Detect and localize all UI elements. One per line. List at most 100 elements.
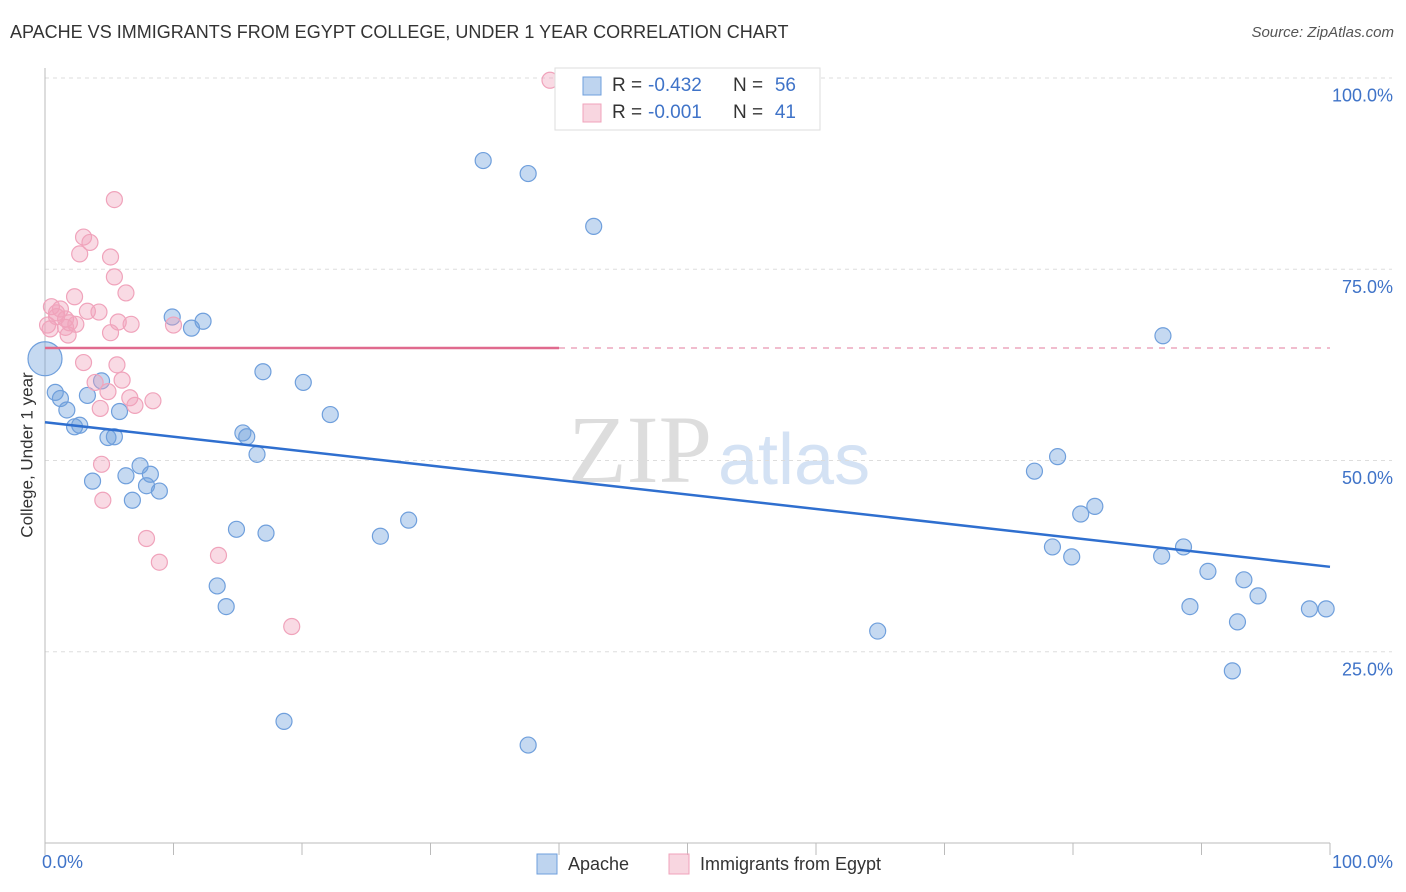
point — [137, 477, 156, 495]
stat-label: R = — [612, 102, 642, 123]
y-tick-label: 50.0% — [1342, 468, 1393, 488]
stat-label: N = — [733, 75, 763, 96]
point — [164, 316, 183, 334]
point — [150, 482, 168, 500]
point — [74, 353, 93, 372]
point — [1048, 448, 1067, 466]
point — [108, 356, 126, 374]
point — [1235, 571, 1253, 589]
point — [113, 371, 131, 389]
point — [283, 617, 301, 636]
point — [1300, 600, 1319, 618]
stat-label: N = — [733, 102, 763, 123]
point — [65, 288, 84, 306]
point — [275, 712, 293, 730]
point — [83, 472, 102, 490]
point — [321, 405, 339, 424]
point — [869, 622, 887, 640]
point — [58, 401, 76, 419]
r-value: -0.432 — [648, 75, 702, 96]
point — [81, 233, 99, 252]
point — [1153, 547, 1171, 565]
point — [519, 736, 537, 754]
point — [27, 341, 63, 377]
point — [1199, 562, 1217, 581]
chart-title: APACHE VS IMMIGRANTS FROM EGYPT COLLEGE,… — [10, 22, 788, 42]
point — [209, 546, 228, 564]
point — [99, 383, 117, 401]
stats-legend — [554, 67, 821, 131]
point — [92, 455, 111, 473]
y-tick-label: 75.0% — [1342, 277, 1393, 297]
point — [194, 312, 212, 330]
point — [105, 190, 123, 209]
point — [1317, 600, 1335, 618]
legend-label: Immigrants from Egypt — [700, 854, 881, 874]
watermark: ZIP — [568, 396, 712, 503]
point — [92, 372, 111, 390]
point — [1181, 597, 1199, 616]
point — [105, 268, 123, 286]
point — [150, 553, 168, 571]
point — [227, 520, 246, 538]
point — [1249, 587, 1267, 605]
point — [137, 529, 156, 548]
point — [71, 245, 89, 263]
y-axis-label: College, Under 1 year — [17, 372, 36, 538]
n-value: 56 — [775, 75, 796, 96]
point — [126, 396, 144, 414]
point — [117, 467, 135, 485]
x-tick-label: 100.0% — [1332, 852, 1393, 872]
legend-swatch — [536, 853, 558, 875]
y-tick-label: 25.0% — [1342, 659, 1393, 679]
point — [1086, 497, 1104, 515]
point — [400, 511, 418, 529]
x-tick-label: 0.0% — [42, 852, 83, 872]
point — [248, 445, 266, 463]
point — [86, 373, 104, 392]
legend-swatch — [582, 103, 602, 123]
legend-swatch — [582, 76, 602, 96]
point — [519, 164, 537, 183]
point — [78, 386, 97, 405]
point — [208, 577, 226, 595]
point — [101, 248, 120, 266]
point — [144, 392, 162, 410]
point — [294, 373, 312, 392]
point — [56, 318, 75, 336]
point — [1174, 538, 1193, 556]
y-tick-label: 100.0% — [1332, 86, 1393, 106]
point — [110, 402, 129, 421]
point — [257, 524, 275, 542]
point — [123, 491, 141, 509]
point — [238, 428, 256, 446]
point — [94, 491, 112, 509]
point — [1063, 548, 1081, 566]
n-value: 41 — [775, 102, 796, 123]
legend-label: Apache — [568, 854, 629, 874]
point — [1223, 662, 1241, 680]
r-value: -0.001 — [648, 102, 702, 123]
point — [585, 217, 603, 235]
point — [217, 597, 235, 616]
point — [1228, 613, 1247, 631]
trend-line — [44, 420, 1331, 569]
point — [117, 284, 135, 302]
point — [371, 527, 389, 545]
point — [1154, 327, 1172, 345]
point — [91, 399, 109, 418]
stat-label: R = — [612, 75, 642, 96]
point — [254, 363, 272, 381]
point — [122, 315, 140, 333]
point — [101, 324, 120, 342]
point — [1025, 462, 1044, 480]
source: Source: ZipAtlas.com — [1251, 24, 1394, 41]
point — [1072, 505, 1090, 523]
legend-swatch — [668, 853, 690, 875]
point — [90, 303, 108, 321]
point — [47, 304, 66, 322]
point — [474, 151, 492, 170]
point — [105, 428, 123, 446]
point — [1043, 538, 1062, 556]
